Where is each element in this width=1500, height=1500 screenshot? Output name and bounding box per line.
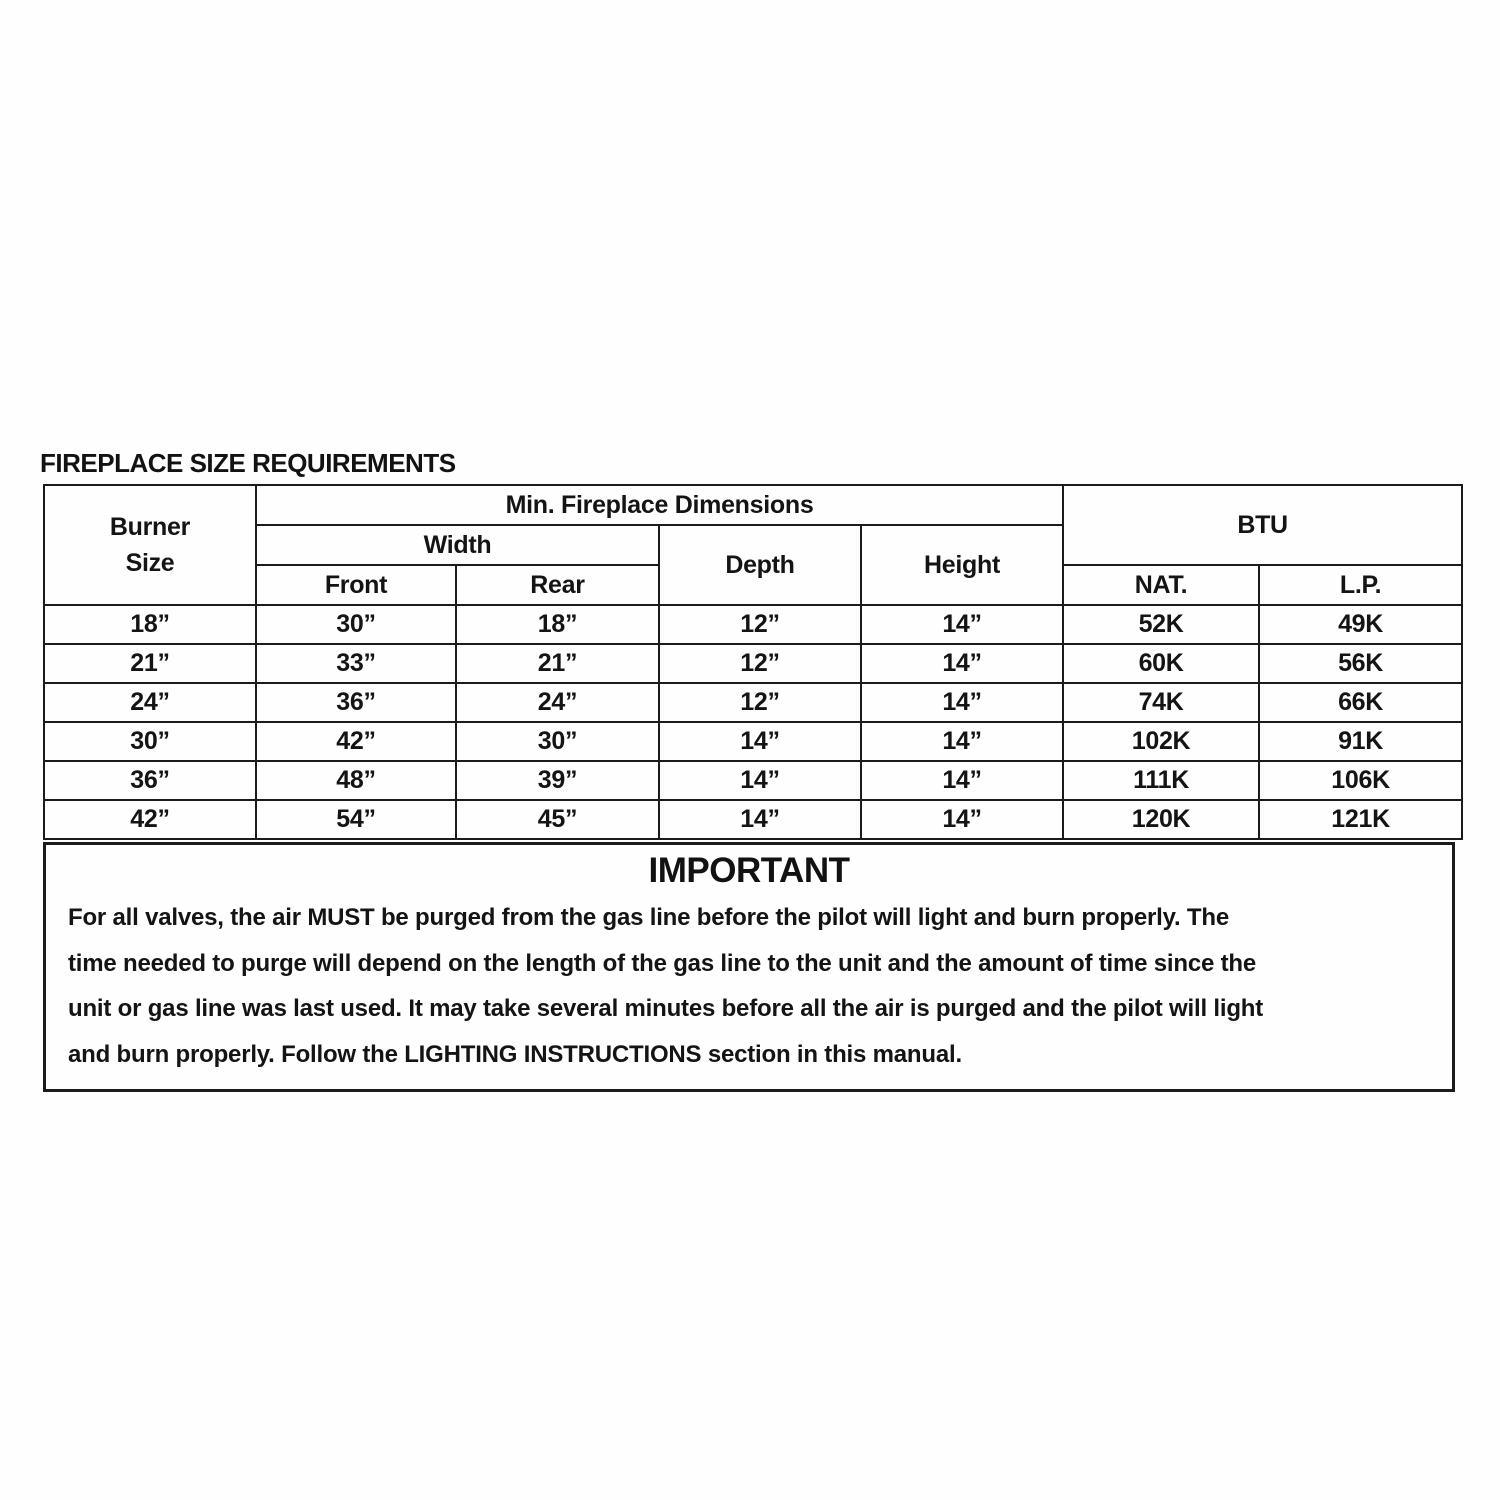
cell-rear: 18” — [455, 604, 660, 645]
table-row: 42” 54” 45” 14” 14” 120K 121K — [43, 799, 1464, 840]
cell-front: 54” — [255, 799, 457, 840]
important-body-text: For all valves, the air MUST be purged f… — [68, 904, 1264, 1068]
cell-height: 14” — [859, 643, 1065, 684]
cell-lp: 56K — [1258, 643, 1464, 684]
document-content: FIREPLACE SIZE REQUIREMENTS Burner Size … — [40, 448, 1464, 1093]
cell-burner: 24” — [43, 682, 257, 723]
table-body: 18” 30” 18” 12” 14” 52K 49K 21” 33” 21” 12” 14” 60K 5… — [43, 604, 1464, 840]
cell-lp: 121K — [1258, 799, 1464, 840]
table-row: 36” 48” 39” 14” 14” 111K 106K — [43, 760, 1464, 801]
cell-burner: 36” — [43, 760, 257, 801]
table-row: 18” 30” 18” 12” 14” 52K 49K — [43, 604, 1464, 645]
cell-depth: 14” — [658, 721, 862, 762]
cell-lp: 49K — [1258, 604, 1464, 645]
col-header-min-fireplace-dimensions: Min. Fireplace Dimensions — [254, 484, 1065, 526]
col-header-btu: BTU — [1062, 484, 1464, 566]
col-header-rear: Rear — [455, 564, 660, 606]
cell-depth: 12” — [658, 643, 862, 684]
cell-front: 33” — [255, 643, 457, 684]
cell-rear: 45” — [455, 799, 660, 840]
cell-rear: 21” — [455, 643, 660, 684]
cell-burner: 21” — [43, 643, 257, 684]
cell-nat: 52K — [1062, 604, 1261, 645]
cell-rear: 30” — [455, 721, 660, 762]
important-notice-box: IMPORTANT For all valves, the air MUST b… — [43, 842, 1455, 1093]
cell-height: 14” — [859, 604, 1065, 645]
col-header-depth: Depth — [658, 524, 862, 606]
cell-height: 14” — [859, 682, 1065, 723]
cell-rear: 24” — [455, 682, 660, 723]
cell-depth: 14” — [658, 760, 862, 801]
table-row: 21” 33” 21” 12” 14” 60K 56K — [43, 643, 1464, 684]
cell-height: 14” — [859, 799, 1065, 840]
cell-front: 42” — [255, 721, 457, 762]
cell-front: 48” — [255, 760, 457, 801]
col-header-height: Height — [859, 524, 1065, 606]
col-header-burner-size: Burner Size — [43, 484, 257, 606]
cell-lp: 66K — [1258, 682, 1464, 723]
table-row: 24” 36” 24” 12” 14” 74K 66K — [43, 682, 1464, 723]
table-header: Burner Size Min. Fireplace Dimensions BT… — [43, 484, 1464, 606]
cell-front: 36” — [255, 682, 457, 723]
col-header-front: Front — [255, 564, 457, 606]
cell-burner: 18” — [43, 604, 257, 645]
cell-depth: 12” — [658, 682, 862, 723]
cell-nat: 60K — [1062, 643, 1261, 684]
cell-nat: 120K — [1062, 799, 1261, 840]
col-header-width: Width — [255, 524, 660, 566]
col-header-lp: L.P. — [1258, 564, 1464, 606]
table-row: 30” 42” 30” 14” 14” 102K 91K — [43, 721, 1464, 762]
page-title: FIREPLACE SIZE REQUIREMENTS — [40, 448, 456, 478]
important-heading: IMPORTANT — [648, 851, 850, 890]
cell-burner: 42” — [43, 799, 257, 840]
cell-nat: 74K — [1062, 682, 1261, 723]
cell-depth: 14” — [658, 799, 862, 840]
cell-nat: 102K — [1062, 721, 1261, 762]
cell-nat: 111K — [1062, 760, 1261, 801]
cell-lp: 91K — [1258, 721, 1464, 762]
cell-height: 14” — [859, 760, 1065, 801]
cell-rear: 39” — [455, 760, 660, 801]
fireplace-size-table: Burner Size Min. Fireplace Dimensions BT… — [43, 484, 1464, 840]
col-header-nat: NAT. — [1062, 564, 1261, 606]
cell-burner: 30” — [43, 721, 257, 762]
cell-front: 30” — [255, 604, 457, 645]
cell-lp: 106K — [1258, 760, 1464, 801]
cell-depth: 12” — [658, 604, 862, 645]
cell-height: 14” — [859, 721, 1065, 762]
